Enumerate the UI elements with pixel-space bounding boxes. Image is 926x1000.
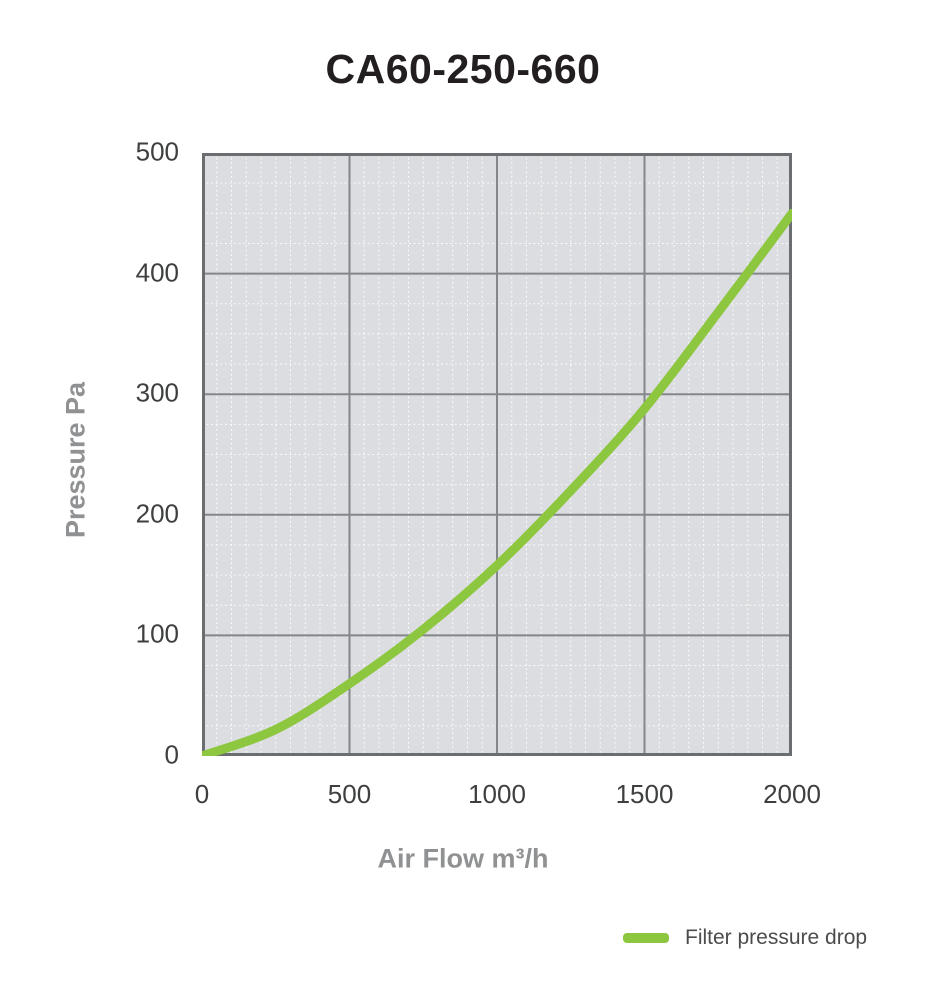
x-tick-label: 2000 xyxy=(763,779,821,809)
x-tick-label: 1500 xyxy=(615,779,674,809)
x-tick-label: 0 xyxy=(194,779,210,809)
x-tick-label: 500 xyxy=(327,779,372,809)
y-tick-label: 300 xyxy=(135,377,179,408)
y-tick-label: 0 xyxy=(164,739,179,770)
x-axis-title: Air Flow m³/h xyxy=(377,843,549,874)
y-tick-label: 200 xyxy=(135,498,179,529)
x-tick-label: 1000 xyxy=(468,779,526,809)
legend-line-swatch xyxy=(623,933,669,943)
y-tick-label: 500 xyxy=(135,136,179,167)
pressure-curve-chart xyxy=(202,153,792,756)
plot-area xyxy=(202,153,792,756)
chart-title: CA60-250-660 xyxy=(325,46,601,92)
legend: Filter pressure drop xyxy=(623,926,867,950)
y-tick-label: 400 xyxy=(135,256,179,287)
y-tick-label: 100 xyxy=(135,618,179,649)
legend-label: Filter pressure drop xyxy=(685,926,868,949)
